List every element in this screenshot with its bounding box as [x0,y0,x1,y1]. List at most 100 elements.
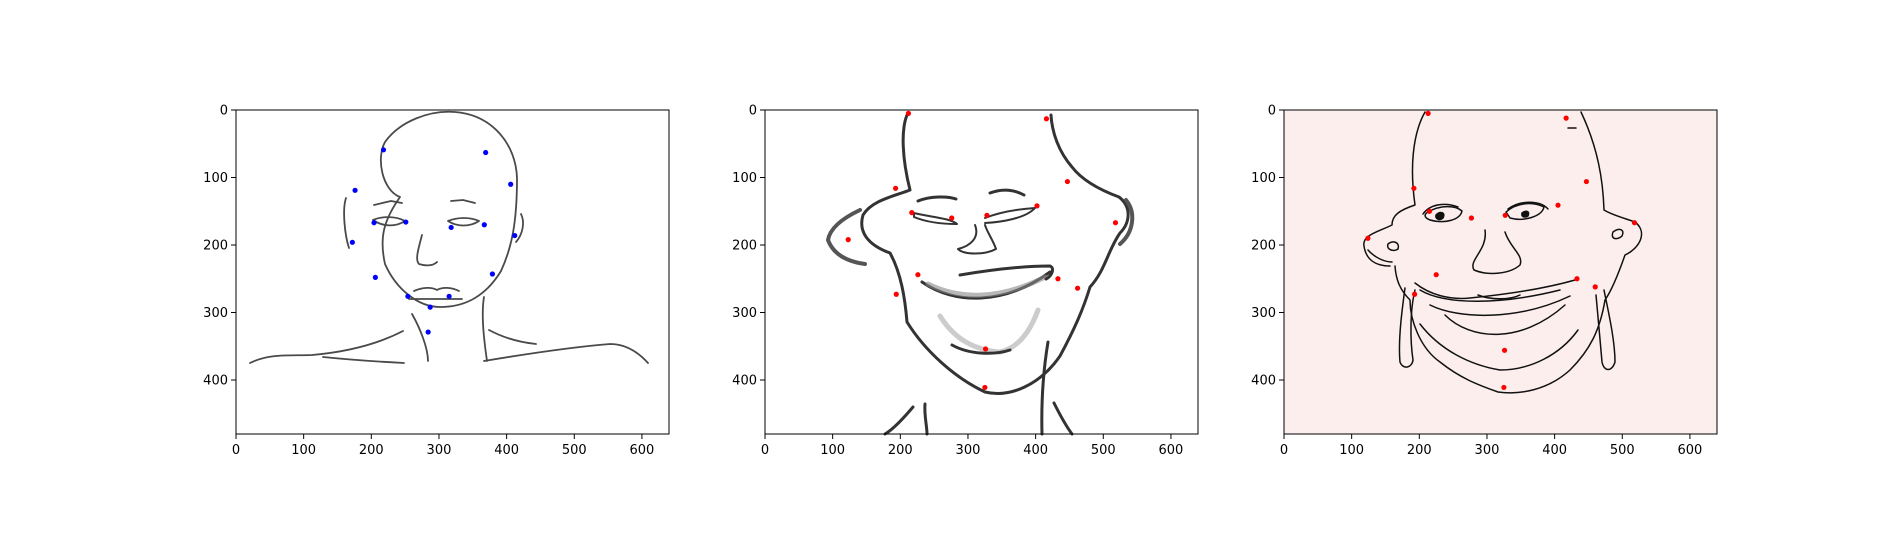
landmark-point [1592,284,1598,290]
landmark-point [405,293,411,299]
y-tick-label: 200 [203,239,228,254]
landmark-point [1631,220,1638,226]
landmark-point [1411,185,1417,191]
x-axis-ticks: 0 100 200 300 400 500 600 [1280,434,1702,458]
landmark-point [892,185,899,191]
subplot-2: 0 100 200 300 400 500 600 0 100 200 300 400 [732,104,1199,458]
landmark-point [1425,110,1431,116]
landmark-point [403,219,409,225]
y-tick-label: 0 [1268,104,1276,119]
image-background [236,110,669,434]
x-tick-label: 200 [359,443,384,458]
landmark-point [1034,203,1040,209]
y-tick-label: 0 [220,104,228,119]
landmark-point [380,147,387,153]
x-axis-ticks: 0 100 200 300 400 500 600 [232,434,654,458]
landmark-point [982,346,989,352]
landmark-point [893,291,899,297]
landmark-point [1583,178,1590,185]
landmark-point [352,187,358,193]
x-tick-label: 500 [1091,443,1116,458]
landmark-point [1501,347,1508,353]
landmark-point [448,224,454,231]
y-tick-label: 100 [203,171,228,186]
landmark-point [425,329,431,335]
y-axis-ticks: 0 100 200 300 400 [732,104,765,389]
axes-frame [764,109,1199,435]
landmark-point [512,232,518,239]
y-tick-label: 300 [732,306,757,321]
y-tick-label: 400 [203,374,228,389]
landmark-point [905,110,912,116]
landmark-point [982,384,988,391]
landmark-point [427,304,433,310]
landmark-point [1563,115,1569,121]
landmark-point [489,271,496,277]
landmark-point [349,239,355,245]
x-tick-label: 0 [1280,443,1288,458]
y-tick-label: 200 [732,239,757,254]
landmark-point [1112,220,1119,226]
subplot-1: 0 100 200 300 400 500 600 0 100 200 300 400 [203,104,670,458]
face-sketch-caricature-blurred [826,113,1135,436]
x-tick-label: 400 [494,443,519,458]
x-tick-label: 0 [761,443,769,458]
x-tick-label: 600 [630,443,655,458]
x-tick-label: 200 [1407,443,1432,458]
x-tick-label: 200 [888,443,913,458]
landmark-point [1433,272,1439,278]
y-tick-label: 300 [203,306,228,321]
landmark-point [1426,208,1433,214]
landmark-point [508,181,514,187]
landmark-point [1555,202,1561,208]
y-tick-label: 200 [1251,239,1276,254]
landmark-point [909,210,915,216]
x-tick-label: 100 [1339,443,1364,458]
landmark-point [1411,291,1418,297]
landmark-point [1501,384,1507,391]
landmark-point [845,237,851,243]
y-axis-ticks: 0 100 200 300 400 [203,104,236,389]
x-tick-label: 300 [1475,443,1500,458]
x-tick-label: 600 [1678,443,1703,458]
x-tick-label: 100 [820,443,845,458]
x-tick-label: 300 [427,443,452,458]
y-axis-ticks: 0 100 200 300 400 [1251,104,1284,389]
landmark-point [1055,276,1061,282]
landmark-point [984,212,990,218]
landmark-point [1064,178,1071,185]
x-tick-label: 300 [956,443,981,458]
x-tick-label: 100 [291,443,316,458]
face-sketch-neutral [249,110,649,364]
y-tick-label: 400 [1251,374,1276,389]
landmark-point [949,215,955,221]
landmark-point [372,274,378,280]
landmark-points [845,110,1119,391]
x-tick-label: 600 [1159,443,1184,458]
x-tick-label: 500 [562,443,587,458]
landmark-point [1043,116,1050,122]
x-tick-label: 400 [1023,443,1048,458]
y-tick-label: 100 [732,171,757,186]
landmark-point [1574,276,1580,282]
axes-frame [1283,109,1718,435]
landmark-point [371,220,377,226]
landmark-point [446,293,452,299]
landmark-point [1468,215,1475,221]
landmark-point [1365,235,1371,241]
landmark-point [481,222,487,228]
landmark-point [483,149,489,156]
image-background [1284,110,1717,434]
landmark-point [1502,212,1508,218]
subplot-3: 0 100 200 300 400 500 600 0 100 200 300 400 [1251,104,1718,458]
x-tick-label: 500 [1610,443,1635,458]
y-tick-label: 0 [749,104,757,119]
face-sketch-caricature-lines [1363,111,1643,394]
y-tick-label: 100 [1251,171,1276,186]
landmark-point [1074,285,1081,291]
x-tick-label: 400 [1542,443,1567,458]
y-tick-label: 400 [732,374,757,389]
axes-frame [235,109,670,435]
x-tick-label: 0 [232,443,240,458]
